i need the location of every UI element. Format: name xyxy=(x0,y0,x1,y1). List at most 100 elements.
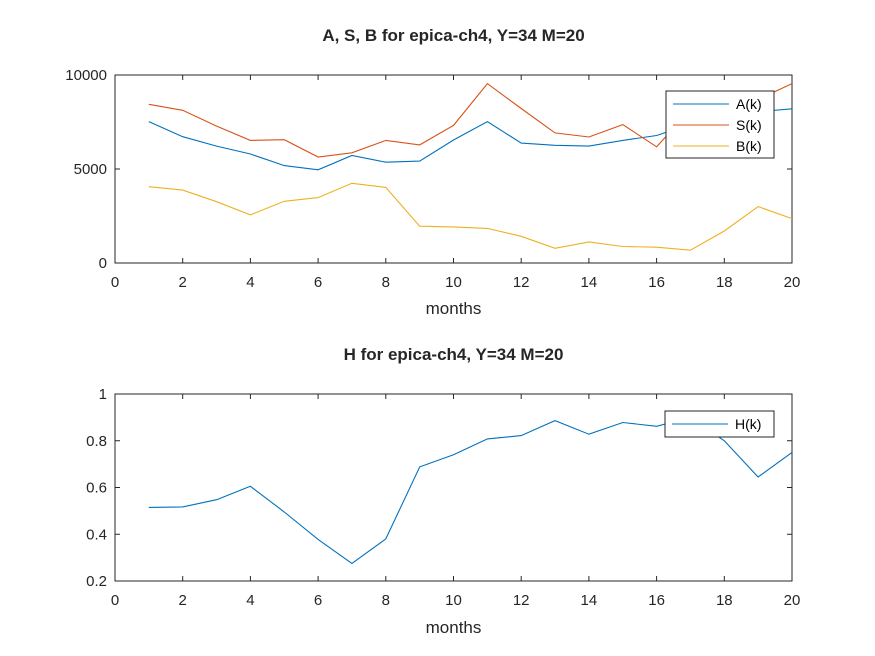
data-point xyxy=(215,200,218,203)
series-line-B(k) xyxy=(148,182,793,251)
legend-label: A(k) xyxy=(736,96,762,112)
data-point xyxy=(181,505,184,508)
data-point xyxy=(283,138,286,141)
data-point xyxy=(418,465,421,468)
x-tick-label: 12 xyxy=(513,274,530,291)
legend: H(k) xyxy=(664,410,775,438)
x-tick-label: 12 xyxy=(513,592,530,609)
data-point xyxy=(215,125,218,128)
x-tick-label: 18 xyxy=(716,592,733,609)
data-point xyxy=(147,120,150,123)
data-point xyxy=(723,230,726,233)
data-point xyxy=(520,107,523,110)
data-point xyxy=(554,247,557,250)
data-point xyxy=(317,538,320,541)
data-point xyxy=(757,205,760,208)
data-point xyxy=(283,200,286,203)
data-point xyxy=(655,246,658,249)
data-point xyxy=(384,537,387,540)
x-tick-label: 6 xyxy=(314,592,322,609)
data-point xyxy=(655,145,658,148)
data-point xyxy=(520,235,523,238)
data-point xyxy=(791,107,794,110)
data-point xyxy=(418,143,421,146)
data-point xyxy=(486,82,489,85)
data-point xyxy=(452,453,455,456)
data-point xyxy=(520,434,523,437)
data-point xyxy=(181,109,184,112)
y-tick-label: 0 xyxy=(99,255,107,272)
x-tick-label: 14 xyxy=(581,274,598,291)
data-point xyxy=(689,249,692,252)
data-point xyxy=(249,152,252,155)
data-point xyxy=(283,511,286,514)
x-axis-label: months xyxy=(426,618,482,637)
data-point xyxy=(384,139,387,142)
x-tick-label: 10 xyxy=(445,274,462,291)
chart-title: A, S, B for epica-ch4, Y=34 M=20 xyxy=(322,26,584,45)
data-point xyxy=(317,196,320,199)
x-tick-label: 10 xyxy=(445,592,462,609)
x-axis-label: months xyxy=(426,299,482,318)
data-point xyxy=(147,103,150,106)
data-point xyxy=(147,506,150,509)
x-tick-label: 8 xyxy=(382,274,390,291)
data-point xyxy=(486,227,489,230)
data-point xyxy=(249,139,252,142)
data-point xyxy=(520,142,523,145)
data-point xyxy=(621,421,624,424)
x-tick-label: 0 xyxy=(111,274,119,291)
data-point xyxy=(249,485,252,488)
data-point xyxy=(317,168,320,171)
x-tick-label: 16 xyxy=(648,274,665,291)
x-tick-label: 16 xyxy=(648,592,665,609)
data-point xyxy=(655,425,658,428)
y-tick-label: 10000 xyxy=(65,67,107,84)
chart-a-s-b: A, S, B for epica-ch4, Y=34 M=20 0 2 4 6 8 10 1… xyxy=(65,26,800,318)
y-tick-label: 0.6 xyxy=(86,480,107,497)
data-point xyxy=(486,120,489,123)
data-point xyxy=(791,82,794,85)
data-point xyxy=(621,245,624,248)
data-point xyxy=(147,185,150,188)
data-point xyxy=(587,145,590,148)
data-point xyxy=(452,124,455,127)
data-point xyxy=(587,240,590,243)
y-tick-label: 1 xyxy=(99,386,107,403)
data-point xyxy=(249,213,252,216)
data-point xyxy=(181,189,184,192)
data-point xyxy=(350,154,353,157)
x-tick-label: 6 xyxy=(314,274,322,291)
y-tick-label: 0.8 xyxy=(86,433,107,450)
data-point xyxy=(215,145,218,148)
data-point xyxy=(723,439,726,442)
y-tick-label: 5000 xyxy=(74,161,107,178)
data-point xyxy=(621,139,624,142)
data-point xyxy=(554,131,557,134)
data-point xyxy=(554,419,557,422)
data-point xyxy=(791,217,794,220)
legend: A(k) S(k) B(k) xyxy=(665,90,775,159)
data-point xyxy=(621,123,624,126)
x-tick-label: 18 xyxy=(716,274,733,291)
data-point xyxy=(350,151,353,154)
x-tick-label: 20 xyxy=(784,274,801,291)
x-tick-label: 2 xyxy=(179,274,187,291)
data-point xyxy=(418,225,421,228)
data-point xyxy=(350,562,353,565)
chart-h: H for epica-ch4, Y=34 M=20 0 2 4 6 8 10 12 14 16 1… xyxy=(86,345,800,637)
data-point xyxy=(384,186,387,189)
data-point xyxy=(317,155,320,158)
data-point xyxy=(350,182,353,185)
legend-label: S(k) xyxy=(736,117,762,133)
x-tick-label: 14 xyxy=(581,592,598,609)
data-point xyxy=(587,433,590,436)
legend-label: H(k) xyxy=(735,416,761,432)
data-point xyxy=(215,498,218,501)
legend-label: B(k) xyxy=(736,138,762,154)
data-point xyxy=(655,134,658,137)
data-point xyxy=(587,136,590,139)
data-point xyxy=(757,475,760,478)
y-tick-label: 0.4 xyxy=(86,526,107,543)
